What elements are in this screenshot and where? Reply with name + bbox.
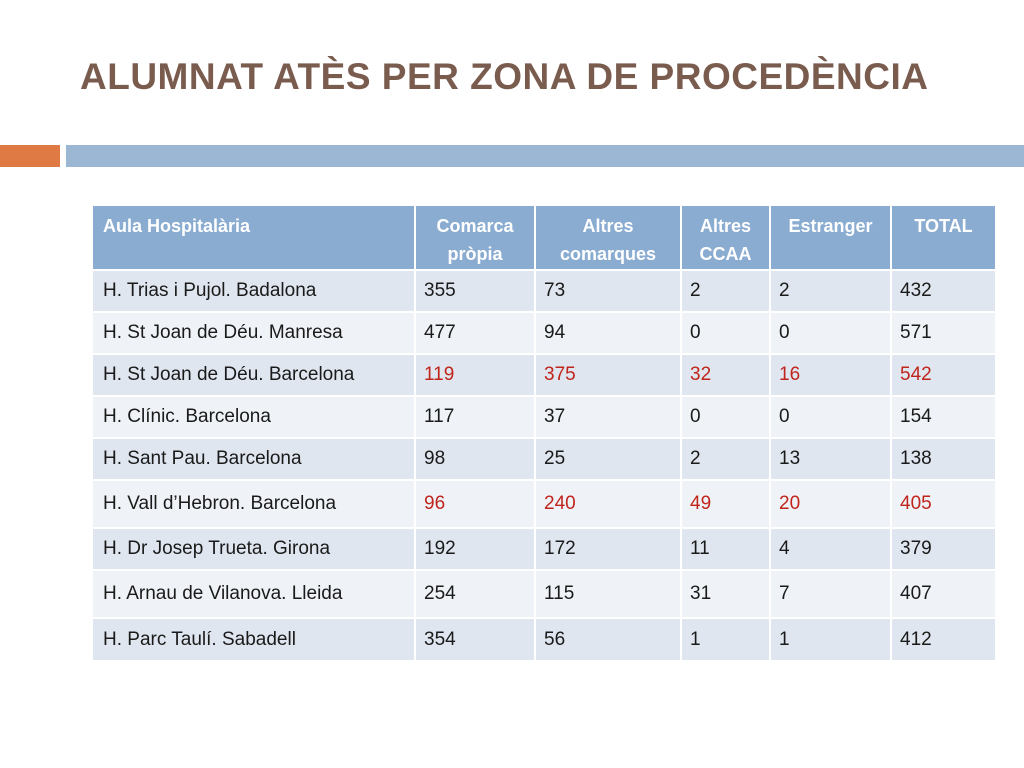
cell-total: 138 xyxy=(890,437,995,480)
cell-total: 432 xyxy=(890,269,995,312)
cell-altres-ccaa: 0 xyxy=(680,311,770,354)
table-row: H. Dr Josep Trueta. Girona 192 172 11 4 379 xyxy=(93,527,995,570)
table-row: H. Sant Pau. Barcelona 98 25 2 13 138 xyxy=(93,437,995,480)
cell-hospital: H. Parc Taulí. Sabadell xyxy=(93,617,415,660)
cell-altres-comarques: 115 xyxy=(534,569,681,618)
cell-hospital: H. Dr Josep Trueta. Girona xyxy=(93,527,415,570)
table-row: H. St Joan de Déu. Barcelona 119 375 32 16 54… xyxy=(93,353,995,396)
cell-estranger: 16 xyxy=(769,353,891,396)
cell-comarca-propia: 96 xyxy=(414,479,535,528)
cell-hospital: H. Trias i Pujol. Badalona xyxy=(93,269,415,312)
cell-estranger: 4 xyxy=(769,527,891,570)
cell-estranger: 0 xyxy=(769,395,891,438)
accent-bar-blue xyxy=(66,145,1024,167)
accent-bar-orange xyxy=(0,145,60,167)
slide-title: ALUMNAT ATÈS PER ZONA DE PROCEDÈNCIA xyxy=(80,56,929,97)
cell-altres-comarques: 94 xyxy=(534,311,681,354)
header-estranger: Estranger xyxy=(769,206,891,270)
cell-total: 407 xyxy=(890,569,995,618)
header-altres-comarques: Altres comarques xyxy=(534,206,681,270)
header-total: TOTAL xyxy=(890,206,995,270)
cell-comarca-propia: 355 xyxy=(414,269,535,312)
cell-altres-ccaa: 2 xyxy=(680,269,770,312)
cell-estranger: 1 xyxy=(769,617,891,660)
cell-total: 412 xyxy=(890,617,995,660)
table-row: H. Parc Taulí. Sabadell 354 56 1 1 412 xyxy=(93,617,995,660)
cell-comarca-propia: 192 xyxy=(414,527,535,570)
cell-altres-ccaa: 1 xyxy=(680,617,770,660)
header-altres-ccaa: Altres CCAA xyxy=(680,206,770,270)
cell-altres-comarques: 375 xyxy=(534,353,681,396)
cell-hospital: H. Clínic. Barcelona xyxy=(93,395,415,438)
cell-hospital: H. Arnau de Vilanova. Lleida xyxy=(93,569,415,618)
cell-total: 542 xyxy=(890,353,995,396)
cell-total: 571 xyxy=(890,311,995,354)
cell-total: 405 xyxy=(890,479,995,528)
origin-table: Aula Hospitalària Comarca pròpia Altres … xyxy=(93,206,995,660)
cell-comarca-propia: 477 xyxy=(414,311,535,354)
cell-estranger: 2 xyxy=(769,269,891,312)
cell-comarca-propia: 117 xyxy=(414,395,535,438)
cell-estranger: 20 xyxy=(769,479,891,528)
cell-hospital: H. St Joan de Déu. Manresa xyxy=(93,311,415,354)
cell-estranger: 13 xyxy=(769,437,891,480)
cell-altres-comarques: 240 xyxy=(534,479,681,528)
cell-estranger: 7 xyxy=(769,569,891,618)
cell-altres-ccaa: 32 xyxy=(680,353,770,396)
cell-altres-comarques: 25 xyxy=(534,437,681,480)
cell-hospital: H. Sant Pau. Barcelona xyxy=(93,437,415,480)
cell-altres-comarques: 73 xyxy=(534,269,681,312)
cell-altres-comarques: 172 xyxy=(534,527,681,570)
table-row: H. Arnau de Vilanova. Lleida 254 115 31 7 407 xyxy=(93,569,995,618)
cell-comarca-propia: 119 xyxy=(414,353,535,396)
cell-altres-comarques: 56 xyxy=(534,617,681,660)
table-header-row: Aula Hospitalària Comarca pròpia Altres … xyxy=(93,206,995,270)
cell-altres-ccaa: 0 xyxy=(680,395,770,438)
cell-altres-ccaa: 2 xyxy=(680,437,770,480)
cell-hospital: H. St Joan de Déu. Barcelona xyxy=(93,353,415,396)
table-row: H. Vall d’Hebron. Barcelona 96 240 49 20 405 xyxy=(93,479,995,528)
cell-altres-comarques: 37 xyxy=(534,395,681,438)
table-row: H. Clínic. Barcelona 117 37 0 0 154 xyxy=(93,395,995,438)
cell-estranger: 0 xyxy=(769,311,891,354)
cell-altres-ccaa: 31 xyxy=(680,569,770,618)
cell-total: 154 xyxy=(890,395,995,438)
header-comarca-propia: Comarca pròpia xyxy=(414,206,535,270)
table-row: H. Trias i Pujol. Badalona 355 73 2 2 432 xyxy=(93,269,995,312)
cell-comarca-propia: 354 xyxy=(414,617,535,660)
table-body: H. Trias i Pujol. Badalona 355 73 2 2 432 H. S… xyxy=(93,269,995,660)
cell-total: 379 xyxy=(890,527,995,570)
cell-altres-ccaa: 11 xyxy=(680,527,770,570)
table-row: H. St Joan de Déu. Manresa 477 94 0 0 571 xyxy=(93,311,995,354)
cell-hospital: H. Vall d’Hebron. Barcelona xyxy=(93,479,415,528)
header-aula: Aula Hospitalària xyxy=(93,206,415,270)
cell-altres-ccaa: 49 xyxy=(680,479,770,528)
cell-comarca-propia: 254 xyxy=(414,569,535,618)
cell-comarca-propia: 98 xyxy=(414,437,535,480)
